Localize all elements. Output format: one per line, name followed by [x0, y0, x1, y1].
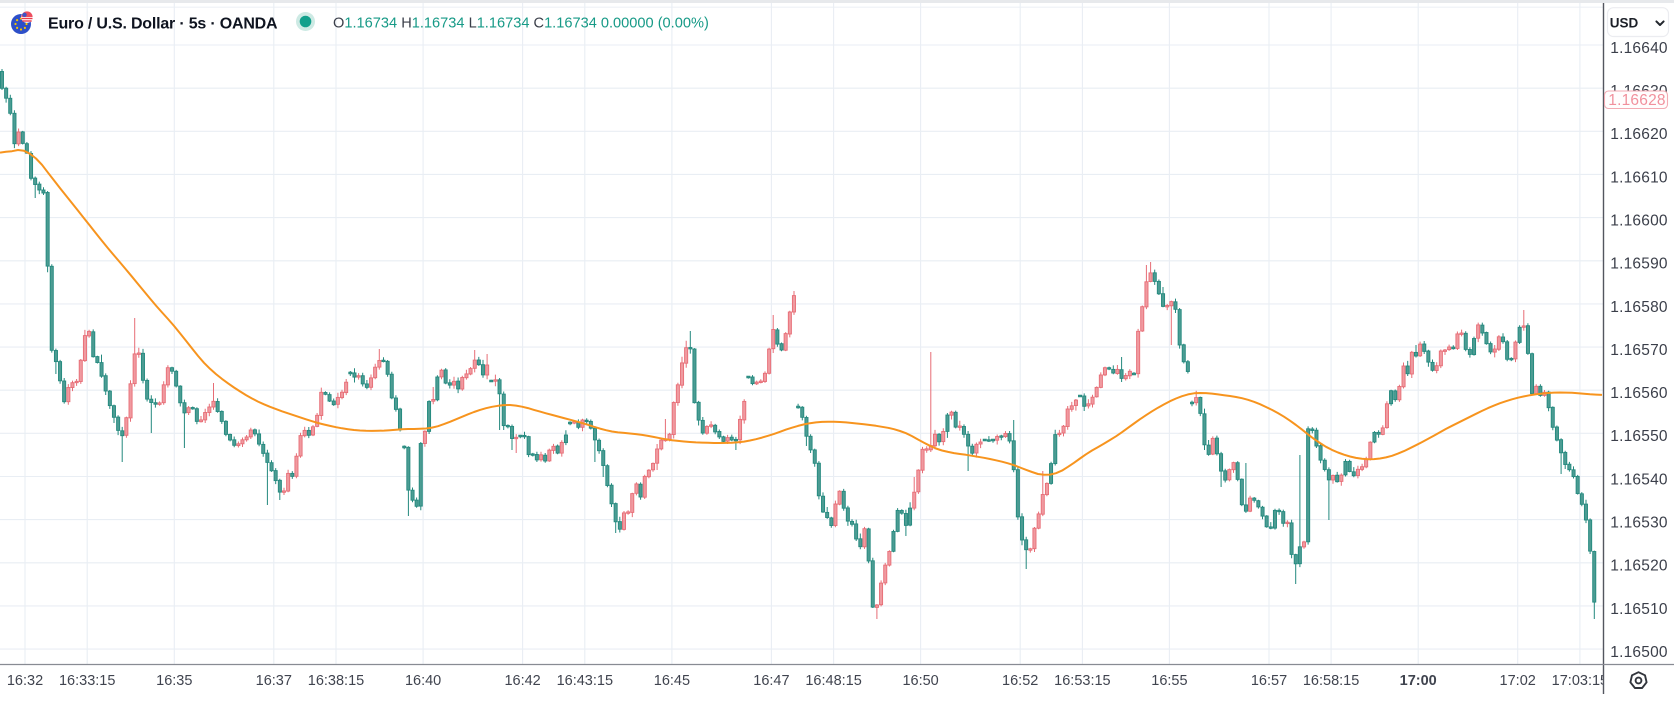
- svg-text:16:50: 16:50: [902, 673, 938, 689]
- svg-text:1.16540: 1.16540: [1610, 471, 1668, 488]
- svg-text:17:00: 17:00: [1400, 673, 1437, 689]
- svg-text:17:03:15: 17:03:15: [1552, 673, 1608, 689]
- svg-text:1.16510: 1.16510: [1610, 601, 1668, 618]
- svg-text:1.16530: 1.16530: [1610, 515, 1668, 532]
- svg-text:16:58:15: 16:58:15: [1303, 673, 1359, 689]
- svg-text:O1.16734 H1.16734 L1.16734 C1.: O1.16734 H1.16734 L1.16734 C1.16734 0.00…: [333, 16, 709, 32]
- svg-text:16:42: 16:42: [504, 673, 540, 689]
- svg-text:1.16640: 1.16640: [1610, 40, 1668, 57]
- svg-text:1.16520: 1.16520: [1610, 558, 1668, 575]
- svg-text:Euro / U.S. Dollar · 5s · OAND: Euro / U.S. Dollar · 5s · OANDA: [48, 16, 278, 33]
- svg-text:16:33:15: 16:33:15: [59, 673, 115, 689]
- svg-text:1.16550: 1.16550: [1610, 428, 1668, 445]
- svg-text:17:02: 17:02: [1500, 673, 1536, 689]
- svg-text:16:52: 16:52: [1002, 673, 1038, 689]
- svg-text:16:55: 16:55: [1151, 673, 1187, 689]
- svg-text:16:32: 16:32: [7, 673, 43, 689]
- svg-text:16:45: 16:45: [654, 673, 690, 689]
- svg-text:16:38:15: 16:38:15: [308, 673, 364, 689]
- svg-text:1.16628: 1.16628: [1608, 92, 1665, 109]
- svg-text:1.16610: 1.16610: [1610, 169, 1668, 186]
- svg-text:16:35: 16:35: [156, 673, 192, 689]
- svg-text:16:53:15: 16:53:15: [1054, 673, 1110, 689]
- svg-text:1.16600: 1.16600: [1610, 213, 1668, 230]
- svg-text:USD: USD: [1610, 15, 1639, 30]
- svg-text:16:48:15: 16:48:15: [805, 673, 861, 689]
- svg-text:16:40: 16:40: [405, 673, 441, 689]
- svg-text:1.16590: 1.16590: [1610, 256, 1668, 273]
- svg-text:1.16620: 1.16620: [1610, 126, 1668, 143]
- svg-text:16:57: 16:57: [1251, 673, 1287, 689]
- svg-text:1.16560: 1.16560: [1610, 385, 1668, 402]
- svg-text:16:47: 16:47: [753, 673, 789, 689]
- svg-text:1.16580: 1.16580: [1610, 299, 1668, 316]
- svg-text:16:37: 16:37: [256, 673, 292, 689]
- svg-text:16:43:15: 16:43:15: [557, 673, 613, 689]
- svg-text:1.16500: 1.16500: [1610, 644, 1668, 661]
- svg-text:1.16570: 1.16570: [1610, 342, 1668, 359]
